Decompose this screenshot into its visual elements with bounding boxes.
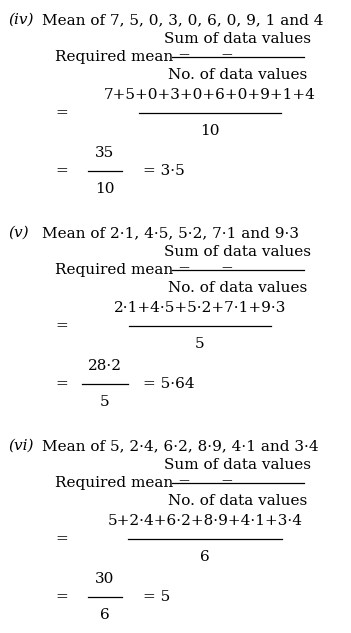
Text: 30: 30 (95, 572, 115, 586)
Text: 10: 10 (95, 182, 115, 196)
Text: (vi): (vi) (8, 439, 33, 453)
Text: 6: 6 (200, 550, 210, 564)
Text: No. of data values: No. of data values (168, 494, 307, 508)
Text: =: = (55, 590, 68, 604)
Text: Mean of 5, 2·4, 6·2, 8·9, 4·1 and 3·4: Mean of 5, 2·4, 6·2, 8·9, 4·1 and 3·4 (42, 439, 319, 453)
Text: 7+5+0+3+0+6+0+9+1+4: 7+5+0+3+0+6+0+9+1+4 (104, 88, 316, 102)
Text: =: = (55, 377, 68, 391)
Text: =: = (55, 164, 68, 178)
Text: Mean of 7, 5, 0, 3, 0, 6, 0, 9, 1 and 4: Mean of 7, 5, 0, 3, 0, 6, 0, 9, 1 and 4 (42, 13, 324, 27)
Text: 28·2: 28·2 (88, 359, 122, 373)
Text: =: = (220, 476, 233, 490)
Text: = 5: = 5 (143, 590, 170, 604)
Text: Mean of 2·1, 4·5, 5·2, 7·1 and 9·3: Mean of 2·1, 4·5, 5·2, 7·1 and 9·3 (42, 226, 299, 240)
Text: =: = (55, 106, 68, 120)
Text: Sum of data values: Sum of data values (165, 245, 311, 259)
Text: Required mean =: Required mean = (55, 50, 191, 64)
Text: 2·1+4·5+5·2+7·1+9·3: 2·1+4·5+5·2+7·1+9·3 (114, 301, 286, 315)
Text: Sum of data values: Sum of data values (165, 458, 311, 472)
Text: 5+2·4+6·2+8·9+4·1+3·4: 5+2·4+6·2+8·9+4·1+3·4 (107, 514, 303, 528)
Text: 10: 10 (200, 124, 220, 138)
Text: =: = (55, 319, 68, 333)
Text: 35: 35 (95, 146, 115, 160)
Text: Required mean =: Required mean = (55, 263, 191, 277)
Text: 5: 5 (195, 337, 205, 351)
Text: =: = (220, 263, 233, 277)
Text: Required mean =: Required mean = (55, 476, 191, 490)
Text: 5: 5 (100, 395, 110, 409)
Text: 6: 6 (100, 608, 110, 622)
Text: =: = (55, 532, 68, 546)
Text: Sum of data values: Sum of data values (165, 32, 311, 46)
Text: (iv): (iv) (8, 13, 33, 27)
Text: =: = (220, 50, 233, 64)
Text: = 3·5: = 3·5 (143, 164, 185, 178)
Text: No. of data values: No. of data values (168, 281, 307, 295)
Text: (v): (v) (8, 226, 29, 240)
Text: No. of data values: No. of data values (168, 68, 307, 82)
Text: = 5·64: = 5·64 (143, 377, 194, 391)
